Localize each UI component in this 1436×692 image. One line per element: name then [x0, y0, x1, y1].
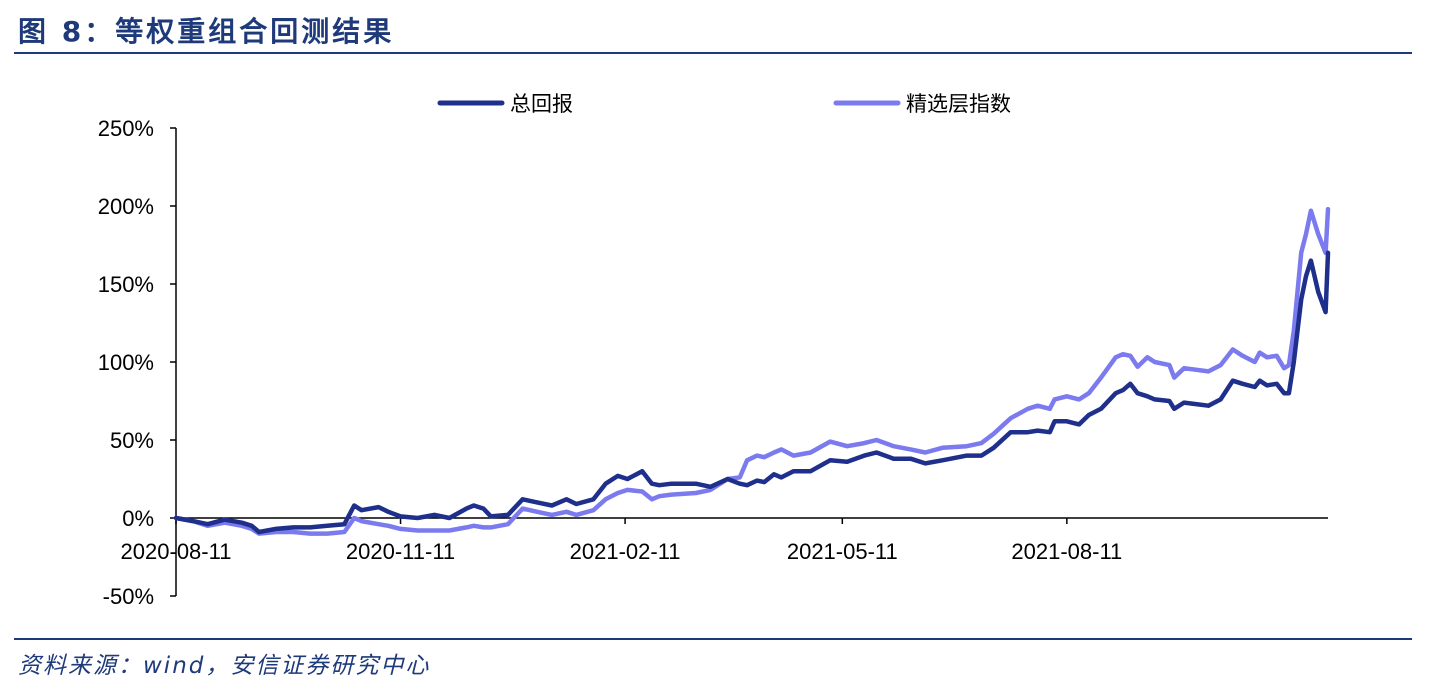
legend-label: 总回报 [510, 92, 573, 116]
y-tick-label: 150% [98, 272, 154, 297]
source-divider [14, 638, 1412, 640]
figure-title: 图 8：等权重组合回测结果 [18, 15, 395, 48]
x-tick-label: 2021-05-11 [787, 539, 898, 564]
x-tick-label: 2021-02-11 [570, 539, 681, 564]
y-tick-label: 250% [98, 116, 154, 141]
y-tick-label: 50% [110, 428, 154, 453]
chart-axes: -50% 0% 50% 100% 150% 200% 250% 2020-08-11 2020-… [98, 116, 1328, 609]
y-tick-label: 200% [98, 194, 154, 219]
legend-label: 精选层指数 [906, 92, 1011, 116]
series-line-2 [173, 206, 1331, 536]
y-tick-label: 0% [122, 506, 154, 531]
source-note: 资料来源：wind，安信证券研究中心 [18, 653, 431, 679]
title-divider [14, 52, 1412, 54]
y-tick-label: 100% [98, 350, 154, 375]
chart-legend: 总回报 精选层指数 [437, 92, 1011, 116]
x-tick-label: 2020-11-11 [346, 539, 455, 564]
y-tick-label: -50% [103, 584, 154, 609]
x-tick-label: 2020-08-11 [121, 539, 232, 564]
chart-series [173, 206, 1331, 536]
x-tick-label: 2021-08-11 [1011, 539, 1122, 564]
series-line-1 [173, 250, 1331, 535]
